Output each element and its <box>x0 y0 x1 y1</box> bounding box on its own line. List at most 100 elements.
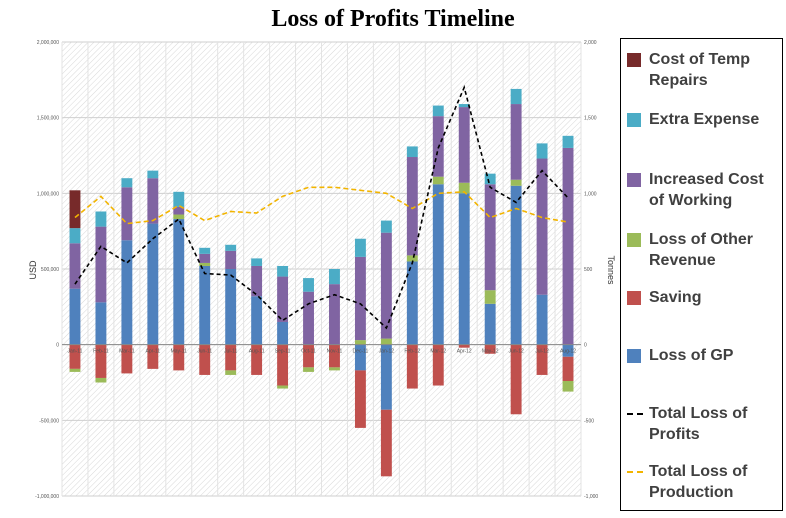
bar-loss-of-gp <box>406 261 418 345</box>
x-tick-label: Dec-11 <box>353 349 369 355</box>
bar-loss-of-other-revenue <box>354 340 366 345</box>
bar-loss-of-gp <box>199 265 211 345</box>
bar-loss-of-gp <box>458 193 470 345</box>
bar-extra-expense <box>277 265 289 277</box>
x-tick-label: Jul-12 <box>535 349 549 355</box>
bar-increased-cost-of-working <box>121 187 133 241</box>
legend-swatch <box>627 291 641 305</box>
bar-increased-cost-of-working <box>95 226 107 303</box>
y2-tick-label: 2,000 <box>584 40 597 46</box>
bar-extra-expense <box>173 191 185 207</box>
bar-saving <box>199 344 211 375</box>
bar-saving <box>69 344 81 369</box>
y-tick-label: -1,000,000 <box>35 494 59 500</box>
legend-swatch <box>627 173 641 187</box>
x-tick-label: Aug-11 <box>249 349 265 355</box>
legend-line-marker <box>627 413 643 415</box>
y-tick-label: -500,000 <box>39 418 59 424</box>
bar-loss-of-other-revenue-negative- <box>225 370 237 375</box>
bar-saving <box>458 344 470 348</box>
bar-extra-expense <box>484 173 496 185</box>
legend-swatch <box>627 113 641 127</box>
bar-loss-of-other-revenue <box>173 214 185 220</box>
bar-increased-cost-of-working <box>251 265 263 297</box>
x-tick-label: Apr-12 <box>457 349 472 355</box>
chart-plot: 2,000,000 2,000 1,500,000 1,500 1,000,000 1,0… <box>28 40 615 500</box>
bar-saving <box>562 356 574 381</box>
bar-loss-of-gp <box>95 302 107 345</box>
bar-loss-of-other-revenue <box>199 262 211 266</box>
bar-extra-expense <box>199 247 211 254</box>
x-tick-label: Jun-11 <box>197 349 212 355</box>
bar-loss-of-other-revenue-negative- <box>303 367 314 372</box>
bar-increased-cost-of-working <box>173 206 185 215</box>
bar-loss-of-other-revenue-negative- <box>95 377 107 383</box>
y2-axis-title: Tonnes <box>606 255 615 285</box>
bar-saving <box>225 344 237 371</box>
legend-swatch <box>627 349 641 363</box>
y2-tick-label: -500 <box>584 418 594 424</box>
bar-extra-expense <box>536 143 548 159</box>
y2-tick-label: 0 <box>584 343 587 349</box>
x-tick-label: Feb-11 <box>93 349 109 355</box>
x-tick-label: Jun-12 <box>508 349 524 355</box>
bar-loss-of-gp <box>484 303 496 345</box>
bar-increased-cost-of-working <box>303 291 314 345</box>
bar-saving <box>121 344 133 374</box>
bar-extra-expense <box>303 278 314 292</box>
bar-increased-cost-of-working <box>147 178 159 224</box>
bar-extra-expense <box>95 211 107 227</box>
bar-extra-expense <box>562 135 574 148</box>
bar-extra-expense <box>458 104 470 108</box>
y-tick-label: 1,000,000 <box>37 191 59 197</box>
y2-tick-label: -1,000 <box>584 494 598 500</box>
bar-increased-cost-of-working <box>329 284 340 345</box>
bar-loss-of-other-revenue <box>510 179 522 186</box>
x-tick-label: Feb-12 <box>404 349 420 355</box>
bar-increased-cost-of-working <box>199 253 211 263</box>
bar-extra-expense <box>147 170 159 179</box>
bar-extra-expense <box>251 258 263 266</box>
legend-label: Increased Cost of Working <box>649 171 764 209</box>
x-tick-label: Apr-11 <box>146 349 161 355</box>
bar-extra-expense <box>69 228 81 244</box>
y2-tick-label: 1,500 <box>584 116 597 122</box>
bar-extra-expense <box>432 105 444 117</box>
bar-saving <box>95 344 107 378</box>
bar-increased-cost-of-working <box>458 107 470 183</box>
legend-label: Cost of Temp Repairs <box>649 51 751 89</box>
line-total-loss-of-profits <box>74 84 569 330</box>
y-tick-label: 0 <box>56 343 59 349</box>
bar-loss-of-other-revenue-negative- <box>69 368 81 372</box>
bar-increased-cost-of-working <box>380 232 392 339</box>
x-tick-label: Jan-12 <box>379 349 395 355</box>
y-tick-label: 2,000,000 <box>37 40 59 46</box>
bar-saving <box>536 344 548 375</box>
bar-loss-of-gp <box>536 294 548 345</box>
y-axis-title: USD <box>28 260 38 280</box>
bar-increased-cost-of-working <box>354 256 366 341</box>
bar-saving <box>147 344 159 369</box>
bar-extra-expense <box>510 88 522 105</box>
bar-saving <box>406 344 418 389</box>
bar-saving <box>173 344 185 371</box>
bar-loss-of-gp <box>225 269 237 345</box>
bar-loss-of-other-revenue <box>380 338 392 345</box>
y2-tick-label: 500 <box>584 267 593 273</box>
line-total-loss-of-production <box>74 186 569 225</box>
bar-saving <box>354 370 366 428</box>
bar-loss-of-other-revenue-negative- <box>277 385 289 389</box>
bar-increased-cost-of-working <box>510 104 522 180</box>
bar-extra-expense <box>406 146 418 158</box>
legend-label: Total Loss of Production <box>649 463 748 501</box>
bar-loss-of-gp <box>277 321 289 345</box>
bar-saving <box>380 409 392 477</box>
y-tick-label: 1,500,000 <box>37 116 59 122</box>
bar-saving <box>329 344 340 368</box>
x-tick-label: Mar-11 <box>119 349 135 355</box>
bar-saving <box>432 344 444 386</box>
legend-label: Saving <box>649 289 702 306</box>
bar-increased-cost-of-working <box>484 184 496 291</box>
x-tick-label: May-12 <box>482 349 499 355</box>
bar-loss-of-gp <box>69 288 81 345</box>
